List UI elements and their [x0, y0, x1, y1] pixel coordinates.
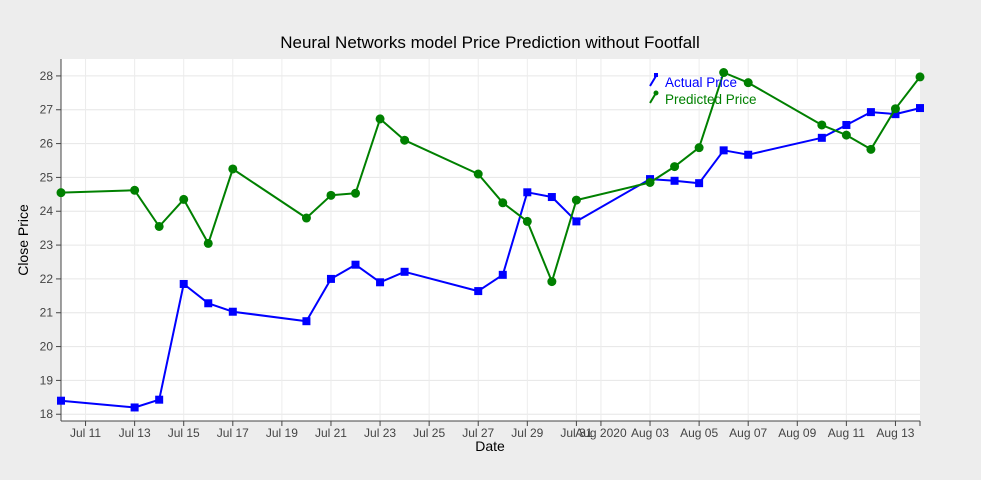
y-tick-label: 28 [40, 69, 54, 83]
data-point [498, 198, 508, 208]
data-point [179, 194, 189, 204]
legend-item: Predicted Price [649, 90, 757, 107]
data-point [695, 179, 704, 188]
x-tick-label: Aug 2020 [575, 426, 627, 440]
y-tick-label: 22 [40, 272, 54, 286]
x-tick-label: Jul 23 [364, 426, 396, 440]
data-point [56, 188, 66, 198]
data-point [572, 217, 581, 226]
data-point [916, 104, 924, 113]
y-tick-label: 26 [40, 137, 54, 151]
data-point [473, 169, 483, 179]
data-point [130, 403, 139, 412]
data-point [670, 176, 679, 185]
data-point [228, 307, 237, 316]
x-tick-label: Jul 15 [168, 426, 200, 440]
data-point [203, 238, 213, 248]
y-tick-label: 19 [40, 373, 54, 387]
x-tick-label: Aug 03 [631, 426, 669, 440]
data-point [376, 278, 385, 287]
data-point [645, 177, 655, 187]
data-point [841, 130, 851, 140]
data-point [154, 221, 164, 231]
y-tick-label: 18 [40, 407, 54, 421]
y-tick-label: 20 [40, 340, 54, 354]
x-tick-label: Aug 09 [778, 426, 816, 440]
x-tick-label: Jul 29 [511, 426, 543, 440]
x-tick-label: Jul 13 [119, 426, 151, 440]
x-tick-label: Jul 27 [462, 426, 494, 440]
x-tick-label: Jul 17 [217, 426, 249, 440]
plot-area [61, 59, 920, 421]
x-tick-label: Aug 11 [828, 426, 865, 440]
x-tick-label: Aug 13 [876, 426, 914, 440]
series-layer [56, 68, 925, 412]
y-axis-label: Close Price [15, 204, 31, 276]
data-point [228, 164, 238, 174]
data-point [719, 146, 728, 155]
data-point [302, 317, 311, 326]
series-line [60, 71, 921, 283]
data-point [890, 104, 900, 114]
data-point [719, 68, 729, 78]
y-tick-label: 23 [40, 238, 54, 252]
data-point [743, 78, 753, 88]
y-tick-label: 25 [40, 170, 54, 184]
legend-marker [654, 73, 658, 77]
data-point [351, 260, 360, 269]
data-point [523, 188, 532, 197]
data-point [326, 190, 336, 200]
data-point [915, 72, 925, 82]
x-tick-label: Jul 21 [315, 426, 347, 440]
series-line [60, 107, 921, 409]
data-point [351, 188, 361, 198]
axes [56, 59, 921, 426]
data-point [571, 195, 581, 205]
data-point [866, 144, 876, 154]
legend-line [649, 75, 657, 87]
legend-marker [653, 90, 659, 96]
data-point [817, 120, 827, 130]
x-tick-label: Aug 05 [680, 426, 718, 440]
x-tick-label: Aug 07 [729, 426, 767, 440]
data-point [326, 274, 335, 283]
data-point [817, 133, 826, 142]
data-point [842, 120, 851, 129]
data-point [891, 110, 900, 119]
data-point [130, 185, 140, 195]
x-axis-label: Date [475, 438, 505, 454]
legend-item: Actual Price [649, 73, 737, 90]
data-point [204, 299, 213, 308]
series-predicted-price [56, 68, 925, 287]
data-point [670, 162, 680, 172]
y-tick-label: 24 [40, 204, 54, 218]
data-point [400, 135, 410, 145]
data-point [866, 108, 875, 117]
x-tick-label: Jul 11 [70, 426, 101, 440]
data-point [474, 287, 483, 296]
data-point [547, 193, 556, 202]
data-point [498, 270, 507, 279]
data-point [375, 114, 385, 124]
tick-labels: 18 19 20 21 22 23 24 25 26 27 28 Jul 11 Jul 13 Jul 15… [40, 69, 915, 440]
data-point [400, 267, 409, 276]
data-point [547, 277, 557, 287]
data-point [522, 216, 532, 226]
x-tick-label: Jul 19 [266, 426, 298, 440]
legend-label: Predicted Price [665, 92, 757, 107]
x-tick-label: Jul 25 [413, 426, 445, 440]
data-point [694, 143, 704, 153]
x-tick-label: Jul 31 [560, 426, 592, 440]
data-point [744, 150, 753, 159]
y-tick-label: 21 [40, 306, 54, 320]
data-point [155, 395, 164, 404]
data-point [57, 396, 65, 405]
legend: Actual Price Predicted Price [649, 73, 757, 107]
chart-title: Neural Networks model Price Prediction w… [280, 33, 700, 52]
data-point [179, 279, 188, 288]
data-point [301, 213, 311, 223]
legend-label: Actual Price [665, 75, 737, 90]
y-tick-label: 27 [40, 103, 54, 117]
